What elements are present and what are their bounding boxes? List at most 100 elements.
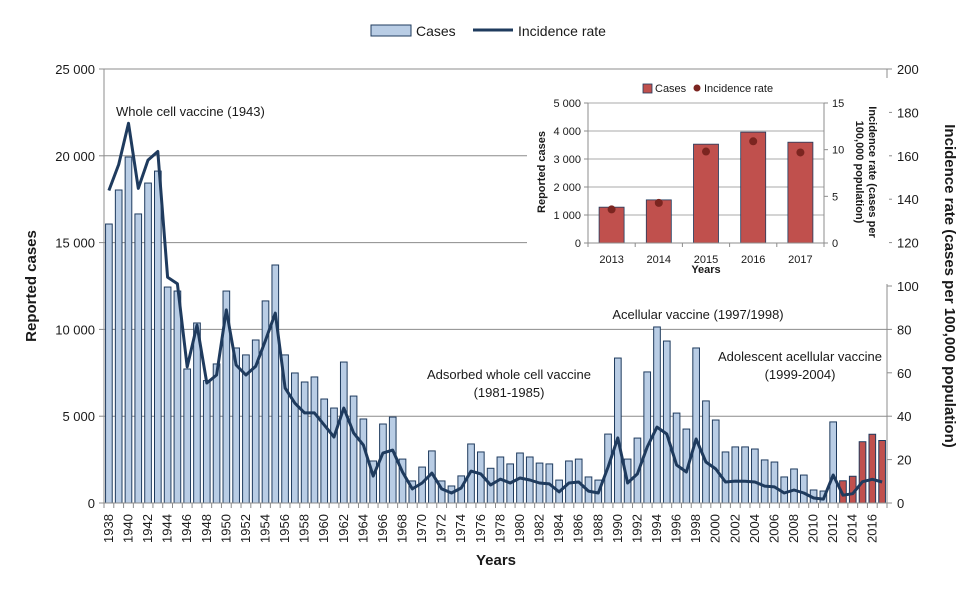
- bar-cases-2008: [790, 468, 798, 504]
- inset-y2-tick-label: 0: [832, 238, 838, 250]
- y-tick-label: 25 000: [55, 62, 95, 77]
- bar-cases-2003: [741, 446, 749, 504]
- inset-y2-axis-title-line2: 100,000 population): [853, 121, 865, 224]
- inset-y-tick-label: 4 000: [553, 126, 581, 138]
- bar-cases-1946: [183, 368, 192, 504]
- inset-chart: Cases Incidence rate 0 1 000 2 000 3 000 4 0…: [527, 78, 889, 284]
- x-tick-label: 1980: [512, 514, 527, 543]
- inset-bar-cases-2016: [740, 131, 767, 244]
- x-tick-label: 1974: [453, 514, 468, 543]
- x-tick-label: 1940: [120, 514, 135, 543]
- inset-x-tick-label: 2017: [788, 254, 812, 266]
- bar-cases-1938: [105, 223, 113, 504]
- inset-legend-swatch-cases: [642, 83, 653, 94]
- bar-cases-1958: [300, 381, 309, 504]
- x-tick-label: 2016: [864, 514, 879, 543]
- x-tick-label: 1946: [179, 514, 194, 543]
- bar-cases-1942: [144, 182, 152, 504]
- y2-tick-label: 60: [897, 366, 911, 381]
- y-tick-label: 0: [88, 496, 95, 511]
- x-tick-labels: 1938 1940 1942 1944 1946 1948 1950 1952 1954 1956…: [101, 514, 879, 543]
- bar-cases-1995: [662, 340, 671, 504]
- inset-axes: [584, 102, 828, 247]
- x-tick-label: 1964: [355, 514, 370, 543]
- bar-cases-1964: [359, 418, 368, 504]
- x-tick-label: 1986: [571, 514, 586, 543]
- y2-tick-label: 20: [897, 453, 911, 468]
- incidence-rate-line: [107, 121, 883, 501]
- y-tick-label: 20 000: [55, 149, 95, 164]
- annotation-adsorbed-line2: (1981-1985): [474, 385, 545, 400]
- inset-y-tick-label: 3 000: [553, 154, 581, 166]
- bar-cases-1960: [320, 398, 329, 504]
- y-axis-title: Reported cases: [23, 230, 40, 342]
- bar-cases-1952: [242, 354, 250, 504]
- y2-axis-title: Incidence rate (cases per 100,000 popula…: [941, 124, 958, 447]
- bar-cases-1941: [134, 213, 143, 504]
- x-tick-label: 1972: [434, 514, 449, 543]
- inset-x-axis-title: Years: [691, 264, 720, 276]
- bar-cases-2002: [731, 446, 740, 504]
- bar-cases-1955: [271, 264, 280, 504]
- legend-label-incidence: Incidence rate: [518, 23, 606, 39]
- legend-label-cases: Cases: [416, 23, 456, 39]
- inset-y-axis-title: Reported cases: [536, 131, 548, 213]
- inset-legend: Cases Incidence rate: [642, 83, 773, 95]
- inset-bar-cases-2017: [787, 141, 814, 244]
- inset-x-tick-label: 2016: [741, 254, 765, 266]
- x-tick-label: 2006: [766, 514, 781, 543]
- bar-cases-1966: [379, 423, 387, 504]
- bar-cases-1939: [114, 189, 123, 504]
- inset-y2-tick-label: 5: [832, 191, 838, 203]
- bar-cases-2009: [799, 474, 808, 504]
- bar-cases-1961: [330, 407, 338, 504]
- incidence-line-group: [107, 121, 883, 501]
- bar-cases-1994: [653, 326, 661, 504]
- bar-cases-1998: [692, 347, 700, 504]
- bar-cases-2004: [751, 448, 759, 504]
- bar-cases-1959: [310, 376, 319, 504]
- x-tick-label: 1966: [375, 514, 390, 543]
- bar-cases-1999: [702, 400, 710, 504]
- y2-tick-label: 200: [897, 62, 919, 77]
- bar-cases-1957: [291, 372, 299, 504]
- inset-incidence-dot-2014: [654, 198, 663, 207]
- x-tick-label: 1950: [218, 514, 233, 543]
- x-tick-label: 2002: [727, 514, 742, 543]
- bar-cases-1940: [124, 156, 133, 504]
- bar-cases-2006: [770, 461, 779, 504]
- y-tick-label: 10 000: [55, 322, 95, 337]
- inset-incidence-dot-2017: [796, 148, 805, 157]
- inset-y2-tick-label: 15: [832, 98, 844, 110]
- bar-cases-1948: [202, 380, 211, 504]
- inset-y-tick-label: 2 000: [553, 182, 581, 194]
- x-tick-label: 1958: [297, 514, 312, 543]
- inset-y-tick-label: 5 000: [553, 98, 581, 110]
- x-tick-label: 2004: [747, 514, 762, 543]
- x-tick-label: 1956: [277, 514, 292, 543]
- inset-legend-label-incidence: Incidence rate: [704, 83, 773, 95]
- bar-cases-2000: [711, 419, 720, 504]
- y2-tick-label: 0: [897, 496, 904, 511]
- bar-cases-2012: [829, 421, 837, 504]
- bar-cases-1967: [388, 416, 397, 504]
- y2-tick-label: 120: [897, 236, 919, 251]
- x-tick-label: 1962: [336, 514, 351, 543]
- x-tick-label: 1970: [414, 514, 429, 543]
- inset-bar-cases-2015: [693, 143, 719, 244]
- inset-y2-tick-label: 10: [832, 145, 844, 157]
- x-tick-label: 1938: [101, 514, 116, 543]
- inset-legend-label-cases: Cases: [655, 83, 687, 95]
- x-tick-label: 1994: [649, 514, 664, 543]
- bar-cases-1944: [163, 286, 172, 504]
- x-tick-label: 1990: [610, 514, 625, 543]
- annotation-acellular: Acellular vaccine (1997/1998): [612, 307, 783, 322]
- legend: Cases Incidence rate: [370, 23, 606, 39]
- inset-y2-tick-labels: 0 5 10 15: [832, 98, 844, 250]
- x-tick-label: 1944: [160, 514, 175, 543]
- bar-cases-1943: [154, 170, 162, 504]
- bar-cases-1949: [212, 363, 221, 504]
- inset-x-tick-labels: 2013 2014 2015 2016 2017: [599, 254, 812, 266]
- x-tick-label: 2010: [806, 514, 821, 543]
